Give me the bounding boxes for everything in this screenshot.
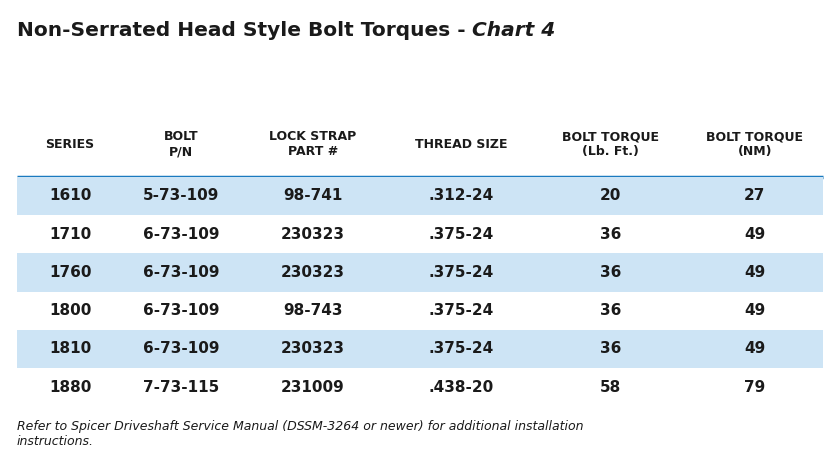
Text: 49: 49 xyxy=(745,341,765,356)
Text: .438-20: .438-20 xyxy=(428,380,494,395)
Text: BOLT TORQUE
(NM): BOLT TORQUE (NM) xyxy=(706,130,804,158)
Text: 36: 36 xyxy=(600,265,622,280)
Text: .375-24: .375-24 xyxy=(428,226,494,242)
Text: 6-73-109: 6-73-109 xyxy=(143,341,219,356)
Text: 230323: 230323 xyxy=(281,226,345,242)
Text: 1760: 1760 xyxy=(49,265,91,280)
Text: BOLT TORQUE
(Lb. Ft.): BOLT TORQUE (Lb. Ft.) xyxy=(563,130,659,158)
Text: 49: 49 xyxy=(745,226,765,242)
Text: 36: 36 xyxy=(600,226,622,242)
Text: 231009: 231009 xyxy=(281,380,345,395)
Text: Chart 4: Chart 4 xyxy=(472,21,555,40)
Text: 20: 20 xyxy=(600,188,622,204)
Text: 230323: 230323 xyxy=(281,265,345,280)
Text: SERIES: SERIES xyxy=(46,138,95,151)
Text: 1710: 1710 xyxy=(49,226,91,242)
Text: 49: 49 xyxy=(745,265,765,280)
Text: 1610: 1610 xyxy=(49,188,91,204)
Text: .375-24: .375-24 xyxy=(428,303,494,318)
Text: 1880: 1880 xyxy=(49,380,91,395)
Text: .375-24: .375-24 xyxy=(428,341,494,356)
Text: 6-73-109: 6-73-109 xyxy=(143,303,219,318)
Text: 98-741: 98-741 xyxy=(283,188,342,204)
Text: 49: 49 xyxy=(745,303,765,318)
Text: 1800: 1800 xyxy=(49,303,91,318)
Text: Non-Serrated Head Style Bolt Torques -: Non-Serrated Head Style Bolt Torques - xyxy=(17,21,472,40)
Text: 58: 58 xyxy=(600,380,622,395)
Text: 27: 27 xyxy=(744,188,765,204)
Text: 36: 36 xyxy=(600,303,622,318)
Text: 7-73-115: 7-73-115 xyxy=(143,380,219,395)
Text: .312-24: .312-24 xyxy=(428,188,494,204)
Text: .375-24: .375-24 xyxy=(428,265,494,280)
Text: 79: 79 xyxy=(745,380,765,395)
Text: 36: 36 xyxy=(600,341,622,356)
Text: BOLT
P/N: BOLT P/N xyxy=(164,130,199,158)
Text: 230323: 230323 xyxy=(281,341,345,356)
Text: LOCK STRAP
PART #: LOCK STRAP PART # xyxy=(269,130,356,158)
Text: 98-743: 98-743 xyxy=(283,303,342,318)
Text: 6-73-109: 6-73-109 xyxy=(143,265,219,280)
Text: 6-73-109: 6-73-109 xyxy=(143,226,219,242)
Text: Refer to Spicer Driveshaft Service Manual (DSSM-3264 or newer) for additional in: Refer to Spicer Driveshaft Service Manua… xyxy=(17,420,583,448)
Text: THREAD SIZE: THREAD SIZE xyxy=(415,138,507,151)
Text: 1810: 1810 xyxy=(49,341,91,356)
Text: 5-73-109: 5-73-109 xyxy=(143,188,219,204)
